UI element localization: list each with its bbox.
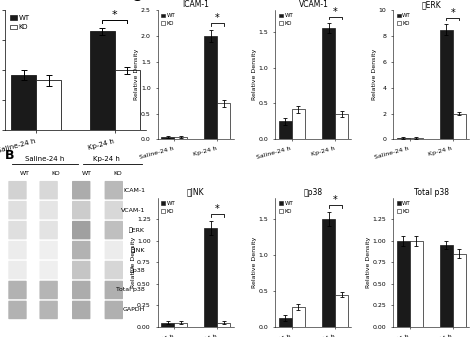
FancyBboxPatch shape bbox=[8, 241, 27, 259]
Title: VCAM-1: VCAM-1 bbox=[299, 0, 328, 9]
FancyBboxPatch shape bbox=[72, 241, 91, 259]
Text: Saline-24 h: Saline-24 h bbox=[25, 156, 64, 162]
Bar bbox=[90, 31, 115, 130]
FancyBboxPatch shape bbox=[39, 221, 58, 239]
Bar bbox=[279, 121, 292, 140]
Bar bbox=[322, 28, 335, 140]
Y-axis label: Relative Density: Relative Density bbox=[131, 237, 136, 288]
FancyBboxPatch shape bbox=[105, 301, 123, 319]
FancyBboxPatch shape bbox=[72, 301, 91, 319]
Bar bbox=[453, 254, 466, 327]
Bar bbox=[292, 109, 305, 140]
Bar bbox=[440, 30, 453, 140]
Title: ⓅJNK: ⓅJNK bbox=[187, 188, 204, 197]
Legend: WT, KO: WT, KO bbox=[8, 13, 31, 32]
Text: WT: WT bbox=[19, 172, 29, 177]
Text: *: * bbox=[215, 205, 219, 214]
FancyBboxPatch shape bbox=[8, 281, 27, 299]
FancyBboxPatch shape bbox=[8, 301, 27, 319]
Bar bbox=[174, 323, 187, 327]
FancyBboxPatch shape bbox=[105, 281, 123, 299]
Text: *: * bbox=[333, 7, 337, 17]
FancyBboxPatch shape bbox=[105, 221, 123, 239]
Bar bbox=[204, 228, 217, 327]
FancyBboxPatch shape bbox=[39, 301, 58, 319]
Y-axis label: Relative Density: Relative Density bbox=[135, 49, 139, 100]
Bar bbox=[279, 318, 292, 327]
FancyBboxPatch shape bbox=[39, 281, 58, 299]
Bar bbox=[410, 241, 423, 327]
FancyBboxPatch shape bbox=[8, 261, 27, 279]
FancyBboxPatch shape bbox=[8, 181, 27, 200]
Y-axis label: Relative Density: Relative Density bbox=[252, 49, 257, 100]
Bar bbox=[335, 295, 348, 327]
Text: ICAM-1: ICAM-1 bbox=[123, 188, 145, 193]
Title: Total p38: Total p38 bbox=[414, 188, 449, 197]
Text: KO: KO bbox=[51, 172, 60, 177]
Legend: WT, KO: WT, KO bbox=[278, 201, 294, 214]
Title: Ⓟp38: Ⓟp38 bbox=[304, 188, 323, 197]
FancyBboxPatch shape bbox=[105, 241, 123, 259]
Bar bbox=[440, 245, 453, 327]
Text: C: C bbox=[131, 0, 140, 4]
FancyBboxPatch shape bbox=[72, 261, 91, 279]
FancyBboxPatch shape bbox=[39, 261, 58, 279]
FancyBboxPatch shape bbox=[105, 201, 123, 219]
Title: ICAM-1: ICAM-1 bbox=[182, 0, 209, 9]
FancyBboxPatch shape bbox=[72, 201, 91, 219]
Bar bbox=[292, 307, 305, 327]
Text: *: * bbox=[333, 195, 337, 206]
FancyBboxPatch shape bbox=[39, 201, 58, 219]
Text: VCAM-1: VCAM-1 bbox=[120, 208, 145, 213]
Bar bbox=[217, 323, 230, 327]
Bar bbox=[453, 114, 466, 140]
Bar bbox=[161, 323, 174, 327]
Text: Kp-24 h: Kp-24 h bbox=[93, 156, 120, 162]
Y-axis label: Relative Density: Relative Density bbox=[252, 237, 257, 288]
FancyBboxPatch shape bbox=[8, 221, 27, 239]
FancyBboxPatch shape bbox=[39, 181, 58, 200]
Legend: WT, KO: WT, KO bbox=[161, 201, 176, 214]
Bar bbox=[397, 241, 410, 327]
Bar bbox=[161, 137, 174, 140]
FancyBboxPatch shape bbox=[39, 241, 58, 259]
Legend: WT, KO: WT, KO bbox=[396, 201, 411, 214]
Y-axis label: Relative Density: Relative Density bbox=[372, 49, 377, 100]
Bar bbox=[335, 114, 348, 140]
Text: *: * bbox=[112, 10, 118, 20]
FancyBboxPatch shape bbox=[72, 281, 91, 299]
Bar bbox=[217, 103, 230, 140]
Bar bbox=[410, 138, 423, 140]
FancyBboxPatch shape bbox=[72, 221, 91, 239]
Text: GAPDH: GAPDH bbox=[123, 307, 145, 312]
Text: B: B bbox=[5, 149, 14, 162]
Bar bbox=[174, 137, 187, 140]
Title: ⓅERK: ⓅERK bbox=[421, 0, 441, 9]
Text: *: * bbox=[450, 8, 455, 18]
FancyBboxPatch shape bbox=[72, 181, 91, 200]
FancyBboxPatch shape bbox=[105, 181, 123, 200]
Bar bbox=[322, 219, 335, 327]
Bar bbox=[397, 138, 410, 140]
Bar bbox=[11, 75, 36, 130]
Text: WT: WT bbox=[82, 172, 92, 177]
Text: KO: KO bbox=[114, 172, 122, 177]
Legend: WT, KO: WT, KO bbox=[396, 13, 411, 27]
Bar bbox=[115, 70, 140, 130]
Text: *: * bbox=[215, 13, 219, 23]
Text: Total p38: Total p38 bbox=[116, 287, 145, 293]
Text: ⓅJNK: ⓅJNK bbox=[130, 247, 145, 253]
Bar bbox=[36, 80, 62, 130]
Y-axis label: Relative Density: Relative Density bbox=[366, 237, 371, 288]
Legend: WT, KO: WT, KO bbox=[278, 13, 294, 27]
Text: ⓅERK: ⓅERK bbox=[129, 227, 145, 233]
FancyBboxPatch shape bbox=[105, 261, 123, 279]
FancyBboxPatch shape bbox=[8, 201, 27, 219]
Bar bbox=[204, 36, 217, 140]
Text: Ⓟp38: Ⓟp38 bbox=[129, 267, 145, 273]
Legend: WT, KO: WT, KO bbox=[161, 13, 176, 27]
